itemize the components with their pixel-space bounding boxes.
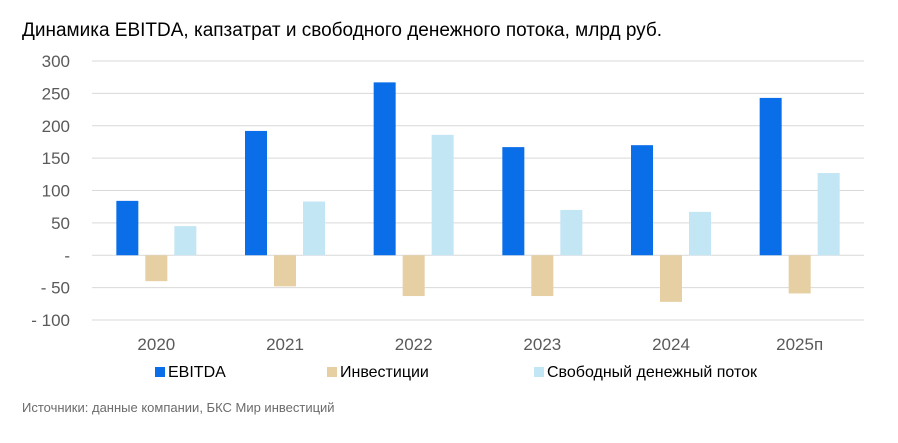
x-tick-label: 2023 [523, 335, 561, 354]
bar-investments [788, 255, 811, 294]
bar-fcf [560, 209, 583, 256]
y-tick-label: 150 [42, 149, 70, 168]
chart-title: Динамика EBITDA, капзатрат и свободного … [22, 20, 663, 41]
bar-investments [274, 255, 296, 287]
bar-fcf [689, 211, 711, 256]
y-tick-label: 200 [42, 117, 70, 136]
legend-label: Свободный денежный поток [547, 364, 758, 381]
bar-ebitda [245, 130, 267, 256]
bar-fcf [303, 201, 325, 256]
y-tick-label: - 50 [41, 279, 70, 298]
x-tick-label: 2024 [652, 335, 690, 354]
bar-investments [660, 255, 682, 302]
source-note: Источники: данные компании, БКС Мир инве… [22, 400, 335, 415]
legend: EBITDA Инвестиции Свободный денежный поток [155, 364, 758, 381]
bar-ebitda [502, 147, 525, 256]
y-tick-label: 250 [42, 84, 70, 103]
bar-investments [402, 255, 425, 297]
legend-swatch [155, 367, 165, 377]
x-tick-label: 2022 [395, 335, 433, 354]
bar-investments [145, 255, 168, 282]
bar-ebitda [631, 145, 653, 256]
y-axis-ticks: 300 250 200 150 100 50 - - 50 - 100 [31, 52, 70, 330]
bar-ebitda [759, 97, 782, 256]
legend-label: Инвестиции [340, 364, 429, 381]
bar-fcf [817, 173, 840, 256]
y-tick-label: 300 [42, 52, 70, 71]
y-tick-label: 50 [51, 214, 70, 233]
bars [116, 82, 840, 302]
y-tick-label: 100 [42, 182, 70, 201]
x-tick-label: 2021 [266, 335, 304, 354]
legend-swatch [327, 367, 337, 377]
y-tick-label: - 100 [31, 311, 70, 330]
legend-label: EBITDA [168, 364, 226, 381]
bar-investments [531, 255, 554, 297]
x-tick-label: 2025п [776, 335, 823, 354]
bar-fcf [431, 134, 454, 256]
bar-fcf [174, 226, 197, 256]
x-axis-ticks: 2020 2021 2022 2023 2024 2025п [137, 335, 823, 354]
bar-ebitda [116, 200, 139, 256]
grid-lines [92, 60, 864, 321]
legend-swatch [534, 367, 544, 377]
y-tick-label: - [64, 246, 70, 265]
x-tick-label: 2020 [137, 335, 175, 354]
bar-ebitda [373, 82, 396, 256]
